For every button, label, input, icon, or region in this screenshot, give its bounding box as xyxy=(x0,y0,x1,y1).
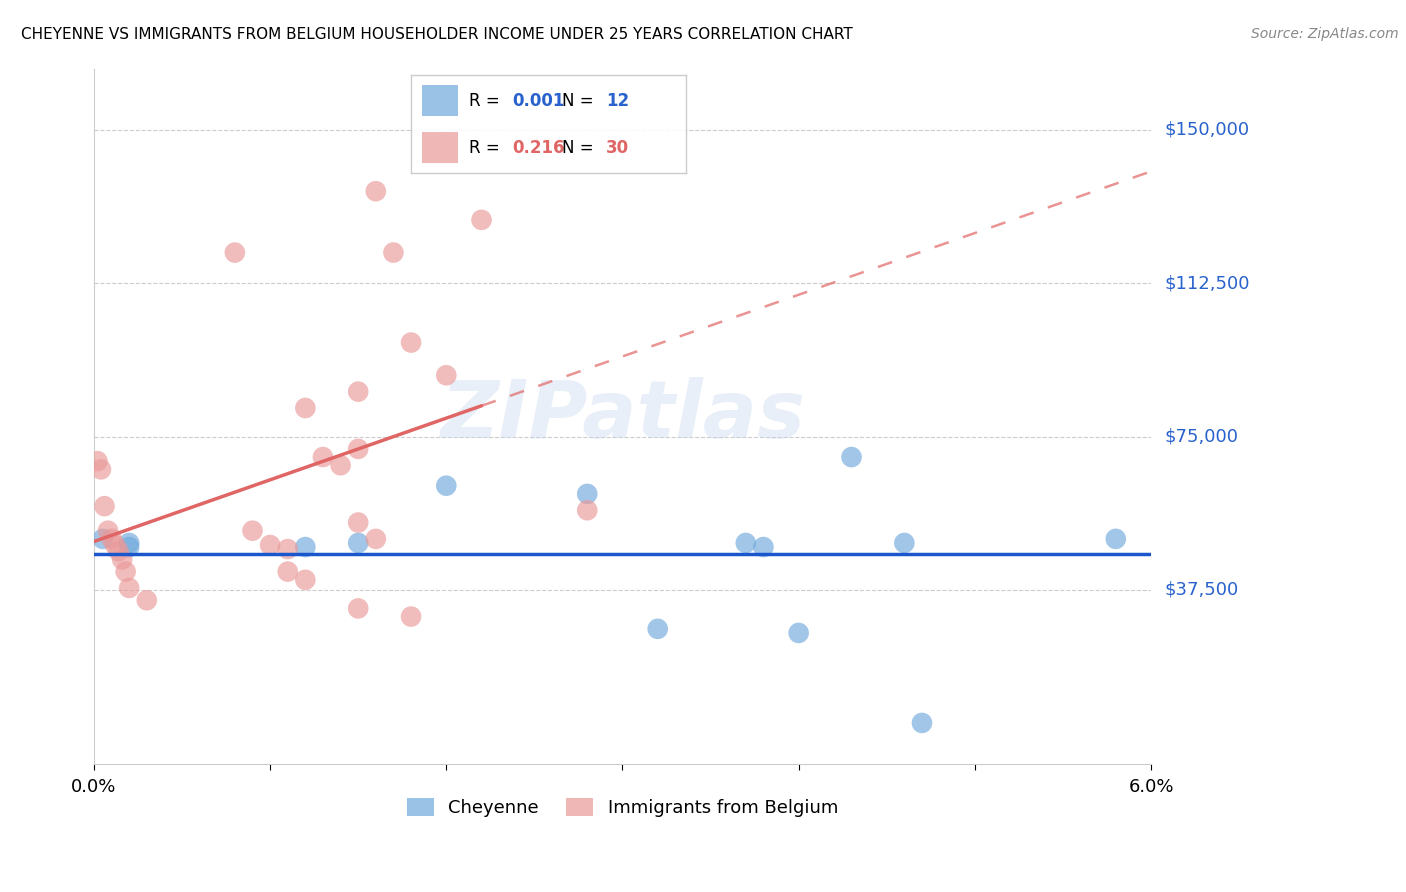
Point xyxy=(104,538,127,552)
Point xyxy=(434,479,457,493)
Point xyxy=(91,532,114,546)
Point xyxy=(294,401,316,415)
Point xyxy=(329,458,352,473)
Point xyxy=(86,454,108,468)
Point xyxy=(347,442,370,456)
Point xyxy=(118,540,141,554)
Point xyxy=(647,622,669,636)
Point xyxy=(259,538,281,552)
Point xyxy=(111,552,134,566)
Point xyxy=(347,516,370,530)
Point xyxy=(576,487,599,501)
Point xyxy=(1105,532,1128,546)
Point xyxy=(399,609,422,624)
Point xyxy=(470,212,492,227)
Point xyxy=(135,593,157,607)
Legend: Cheyenne, Immigrants from Belgium: Cheyenne, Immigrants from Belgium xyxy=(399,790,845,824)
Point xyxy=(242,524,264,538)
Point xyxy=(893,536,915,550)
Point xyxy=(576,503,599,517)
Point xyxy=(347,384,370,399)
Point xyxy=(93,499,115,513)
Point xyxy=(787,626,810,640)
Point xyxy=(399,335,422,350)
Text: Source: ZipAtlas.com: Source: ZipAtlas.com xyxy=(1251,27,1399,41)
Point xyxy=(752,540,775,554)
Point xyxy=(118,536,141,550)
Text: $75,000: $75,000 xyxy=(1166,427,1239,446)
Point xyxy=(347,601,370,615)
Point xyxy=(364,184,387,198)
Point xyxy=(97,524,120,538)
Point xyxy=(294,540,316,554)
Point xyxy=(294,573,316,587)
Point xyxy=(911,715,934,730)
Point xyxy=(118,581,141,595)
Text: $112,500: $112,500 xyxy=(1166,274,1250,293)
Point xyxy=(382,245,405,260)
Point xyxy=(107,544,129,558)
Point xyxy=(841,450,863,464)
Point xyxy=(364,532,387,546)
Point xyxy=(734,536,756,550)
Point xyxy=(90,462,112,476)
Point xyxy=(114,565,136,579)
Point xyxy=(347,536,370,550)
Text: $37,500: $37,500 xyxy=(1166,581,1239,599)
Text: $150,000: $150,000 xyxy=(1166,121,1250,139)
Point xyxy=(224,245,246,260)
Text: ZIPatlas: ZIPatlas xyxy=(440,377,806,455)
Point xyxy=(277,565,299,579)
Text: CHEYENNE VS IMMIGRANTS FROM BELGIUM HOUSEHOLDER INCOME UNDER 25 YEARS CORRELATIO: CHEYENNE VS IMMIGRANTS FROM BELGIUM HOUS… xyxy=(21,27,853,42)
Point xyxy=(100,532,122,546)
Point xyxy=(312,450,335,464)
Point xyxy=(277,542,299,557)
Point xyxy=(434,368,457,383)
